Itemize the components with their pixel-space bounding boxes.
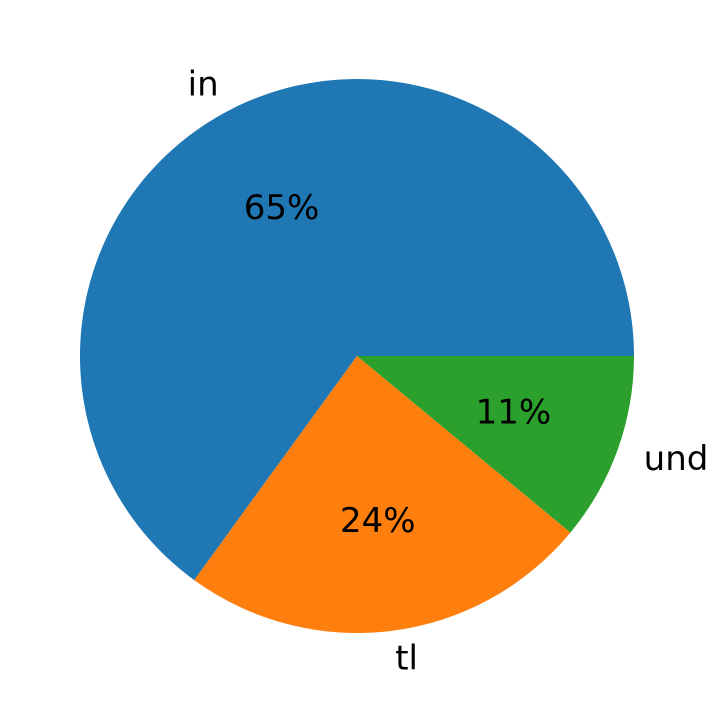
pie-labels: 65% in 24% tl 11% und bbox=[188, 65, 709, 679]
category-label-und: und bbox=[644, 439, 709, 479]
percent-label-tl: 24% bbox=[340, 501, 416, 541]
percent-label-und: 11% bbox=[476, 392, 552, 432]
category-label-in: in bbox=[188, 65, 219, 105]
percent-label-in: 65% bbox=[244, 188, 320, 228]
pie-slice-und bbox=[357, 356, 634, 533]
pie-slice-in bbox=[79, 78, 634, 581]
pie-slices bbox=[79, 78, 634, 633]
category-label-tl: tl bbox=[395, 638, 418, 678]
pie-slice-tl bbox=[194, 356, 571, 633]
